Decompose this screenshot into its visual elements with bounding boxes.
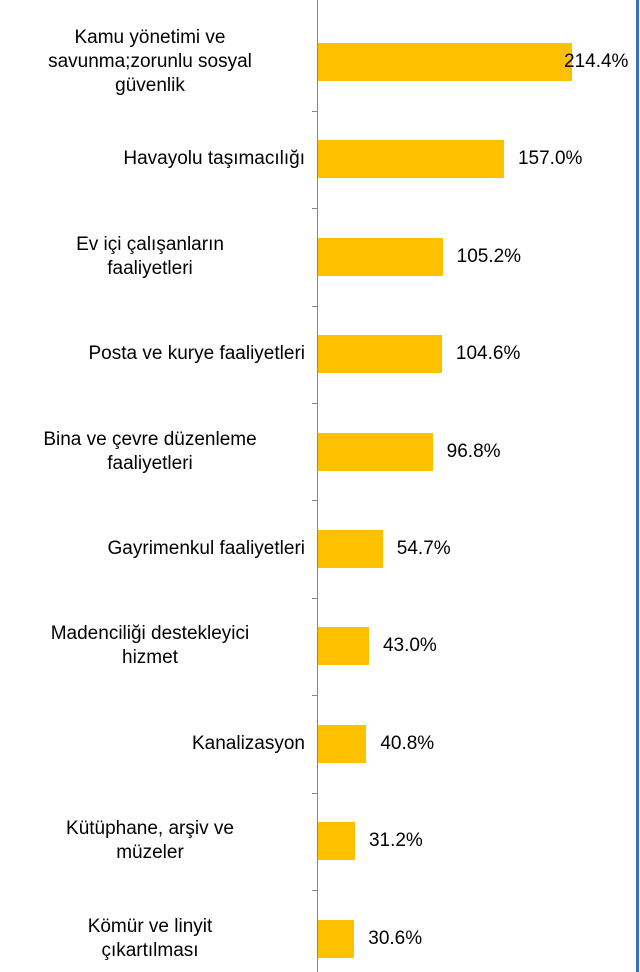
bar — [318, 627, 369, 666]
data-label: 43.0% — [382, 635, 437, 657]
category-label: Madenciliği destekleyici hizmet — [50, 623, 250, 669]
data-label: 104.6% — [455, 343, 521, 365]
bar — [318, 140, 504, 179]
data-label: 31.2% — [368, 830, 423, 852]
category-label: Kömür ve linyit çıkartılması — [87, 915, 213, 961]
bar — [318, 919, 355, 958]
category-label: Ev içi çalışanların faaliyetleri — [76, 233, 224, 279]
category-label: Kamu yönetimi ve savunma;zorunlu sosyal … — [48, 27, 252, 96]
category-label: Kütüphane, arşiv ve müzeler — [66, 818, 234, 864]
frame-border — [636, 0, 639, 972]
axis-tick — [312, 208, 318, 209]
axis-tick — [312, 695, 318, 696]
bar — [318, 237, 443, 276]
data-label: 54.7% — [396, 538, 451, 559]
category-label: Gayrimenkul faaliyetleri — [107, 538, 305, 559]
category-label: Posta ve kurye faaliyetleri — [88, 343, 306, 365]
bar — [318, 432, 433, 471]
data-label: 157.0% — [517, 148, 583, 170]
data-label: 96.8% — [446, 440, 501, 462]
axis-tick — [312, 111, 318, 112]
axis-tick — [312, 598, 318, 599]
data-label: 105.2% — [456, 245, 522, 267]
category-label: Havayolu taşımacılığı — [123, 148, 305, 170]
category-label: Bina ve çevre düzenleme faaliyetleri — [43, 428, 257, 474]
axis-tick — [312, 500, 318, 501]
bar — [318, 43, 572, 81]
data-label: 30.6% — [368, 927, 423, 949]
axis-tick — [312, 403, 318, 404]
bar — [318, 530, 383, 568]
data-label: 40.8% — [380, 732, 435, 754]
axis-tick — [312, 793, 318, 794]
axis-tick — [312, 306, 318, 307]
data-label: 214.4% — [564, 51, 629, 72]
bar — [318, 822, 355, 861]
value-axis-line — [317, 0, 318, 972]
bar — [318, 724, 367, 763]
category-label: Kanalizasyon — [191, 732, 305, 754]
axis-tick — [312, 890, 318, 891]
bar — [318, 335, 442, 374]
